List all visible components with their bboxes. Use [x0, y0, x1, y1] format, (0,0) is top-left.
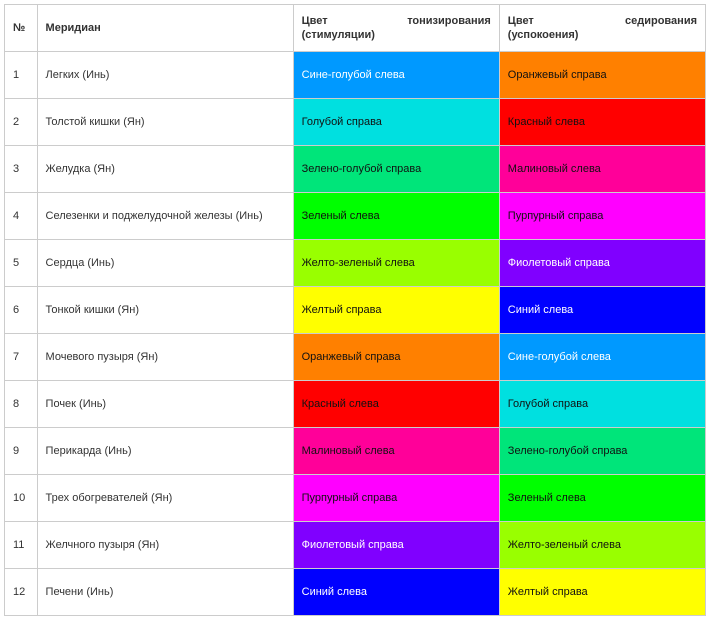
cell-ton: Красный слева [293, 381, 499, 428]
cell-ton: Синий слева [293, 569, 499, 616]
cell-sed: Сине-голубой слева [499, 334, 705, 381]
cell-sed: Малиновый слева [499, 146, 705, 193]
cell-sed: Желто-зеленый слева [499, 522, 705, 569]
cell-ton: Голубой справа [293, 99, 499, 146]
cell-ton: Желтый справа [293, 287, 499, 334]
cell-meridian: Печени (Инь) [37, 569, 293, 616]
cell-num: 10 [5, 475, 38, 522]
cell-sed: Пурпурный справа [499, 193, 705, 240]
cell-meridian: Желудка (Ян) [37, 146, 293, 193]
cell-ton: Оранжевый справа [293, 334, 499, 381]
table-row: 10Трех обогревателей (Ян)Пурпурный справ… [5, 475, 706, 522]
cell-ton: Пурпурный справа [293, 475, 499, 522]
table-row: 6Тонкой кишки (Ян)Желтый справаСиний сле… [5, 287, 706, 334]
cell-num: 8 [5, 381, 38, 428]
cell-sed: Зеленый слева [499, 475, 705, 522]
cell-sed: Зелено-голубой справа [499, 428, 705, 475]
table-row: 11Желчного пузыря (Ян)Фиолетовый справаЖ… [5, 522, 706, 569]
table-row: 7Мочевого пузыря (Ян)Оранжевый справаСин… [5, 334, 706, 381]
cell-sed: Синий слева [499, 287, 705, 334]
cell-num: 3 [5, 146, 38, 193]
header-sed-word1: Цвет [508, 14, 534, 28]
table-row: 3Желудка (Ян)Зелено-голубой справаМалино… [5, 146, 706, 193]
cell-num: 12 [5, 569, 38, 616]
table-row: 1Легких (Инь)Сине-голубой слеваОранжевый… [5, 52, 706, 99]
header-num: № [5, 5, 38, 52]
cell-ton: Малиновый слева [293, 428, 499, 475]
cell-meridian: Сердца (Инь) [37, 240, 293, 287]
table-row: 5Сердца (Инь)Желто-зеленый слеваФиолетов… [5, 240, 706, 287]
cell-sed: Оранжевый справа [499, 52, 705, 99]
cell-meridian: Тонкой кишки (Ян) [37, 287, 293, 334]
header-sed-sub: (успокоения) [508, 28, 697, 42]
header-meridian: Меридиан [37, 5, 293, 52]
cell-ton: Сине-голубой слева [293, 52, 499, 99]
meridian-color-table: № Меридиан Цвет тонизирования (стимуляци… [4, 4, 706, 616]
cell-ton: Желто-зеленый слева [293, 240, 499, 287]
header-ton-word2: тонизирования [407, 14, 491, 28]
cell-num: 1 [5, 52, 38, 99]
table-row: 12Печени (Инь)Синий слеваЖелтый справа [5, 569, 706, 616]
header-ton: Цвет тонизирования (стимуляции) [293, 5, 499, 52]
header-row: № Меридиан Цвет тонизирования (стимуляци… [5, 5, 706, 52]
table-row: 4Селезенки и поджелудочной железы (Инь)З… [5, 193, 706, 240]
cell-meridian: Трех обогревателей (Ян) [37, 475, 293, 522]
cell-meridian: Селезенки и поджелудочной железы (Инь) [37, 193, 293, 240]
cell-meridian: Мочевого пузыря (Ян) [37, 334, 293, 381]
cell-num: 11 [5, 522, 38, 569]
header-sed: Цвет седирования (успокоения) [499, 5, 705, 52]
cell-num: 6 [5, 287, 38, 334]
cell-sed: Голубой справа [499, 381, 705, 428]
cell-meridian: Толстой кишки (Ян) [37, 99, 293, 146]
table-row: 8Почек (Инь)Красный слеваГолубой справа [5, 381, 706, 428]
cell-ton: Зелено-голубой справа [293, 146, 499, 193]
cell-sed: Желтый справа [499, 569, 705, 616]
cell-num: 2 [5, 99, 38, 146]
cell-num: 9 [5, 428, 38, 475]
header-sed-word2: седирования [625, 14, 697, 28]
table-row: 2Толстой кишки (Ян)Голубой справаКрасный… [5, 99, 706, 146]
cell-sed: Красный слева [499, 99, 705, 146]
cell-meridian: Желчного пузыря (Ян) [37, 522, 293, 569]
cell-meridian: Легких (Инь) [37, 52, 293, 99]
cell-num: 7 [5, 334, 38, 381]
header-ton-word1: Цвет [302, 14, 328, 28]
cell-ton: Фиолетовый справа [293, 522, 499, 569]
cell-sed: Фиолетовый справа [499, 240, 705, 287]
cell-num: 4 [5, 193, 38, 240]
cell-num: 5 [5, 240, 38, 287]
header-ton-sub: (стимуляции) [302, 28, 491, 42]
cell-meridian: Почек (Инь) [37, 381, 293, 428]
cell-meridian: Перикарда (Инь) [37, 428, 293, 475]
table-row: 9Перикарда (Инь)Малиновый слеваЗелено-го… [5, 428, 706, 475]
cell-ton: Зеленый слева [293, 193, 499, 240]
